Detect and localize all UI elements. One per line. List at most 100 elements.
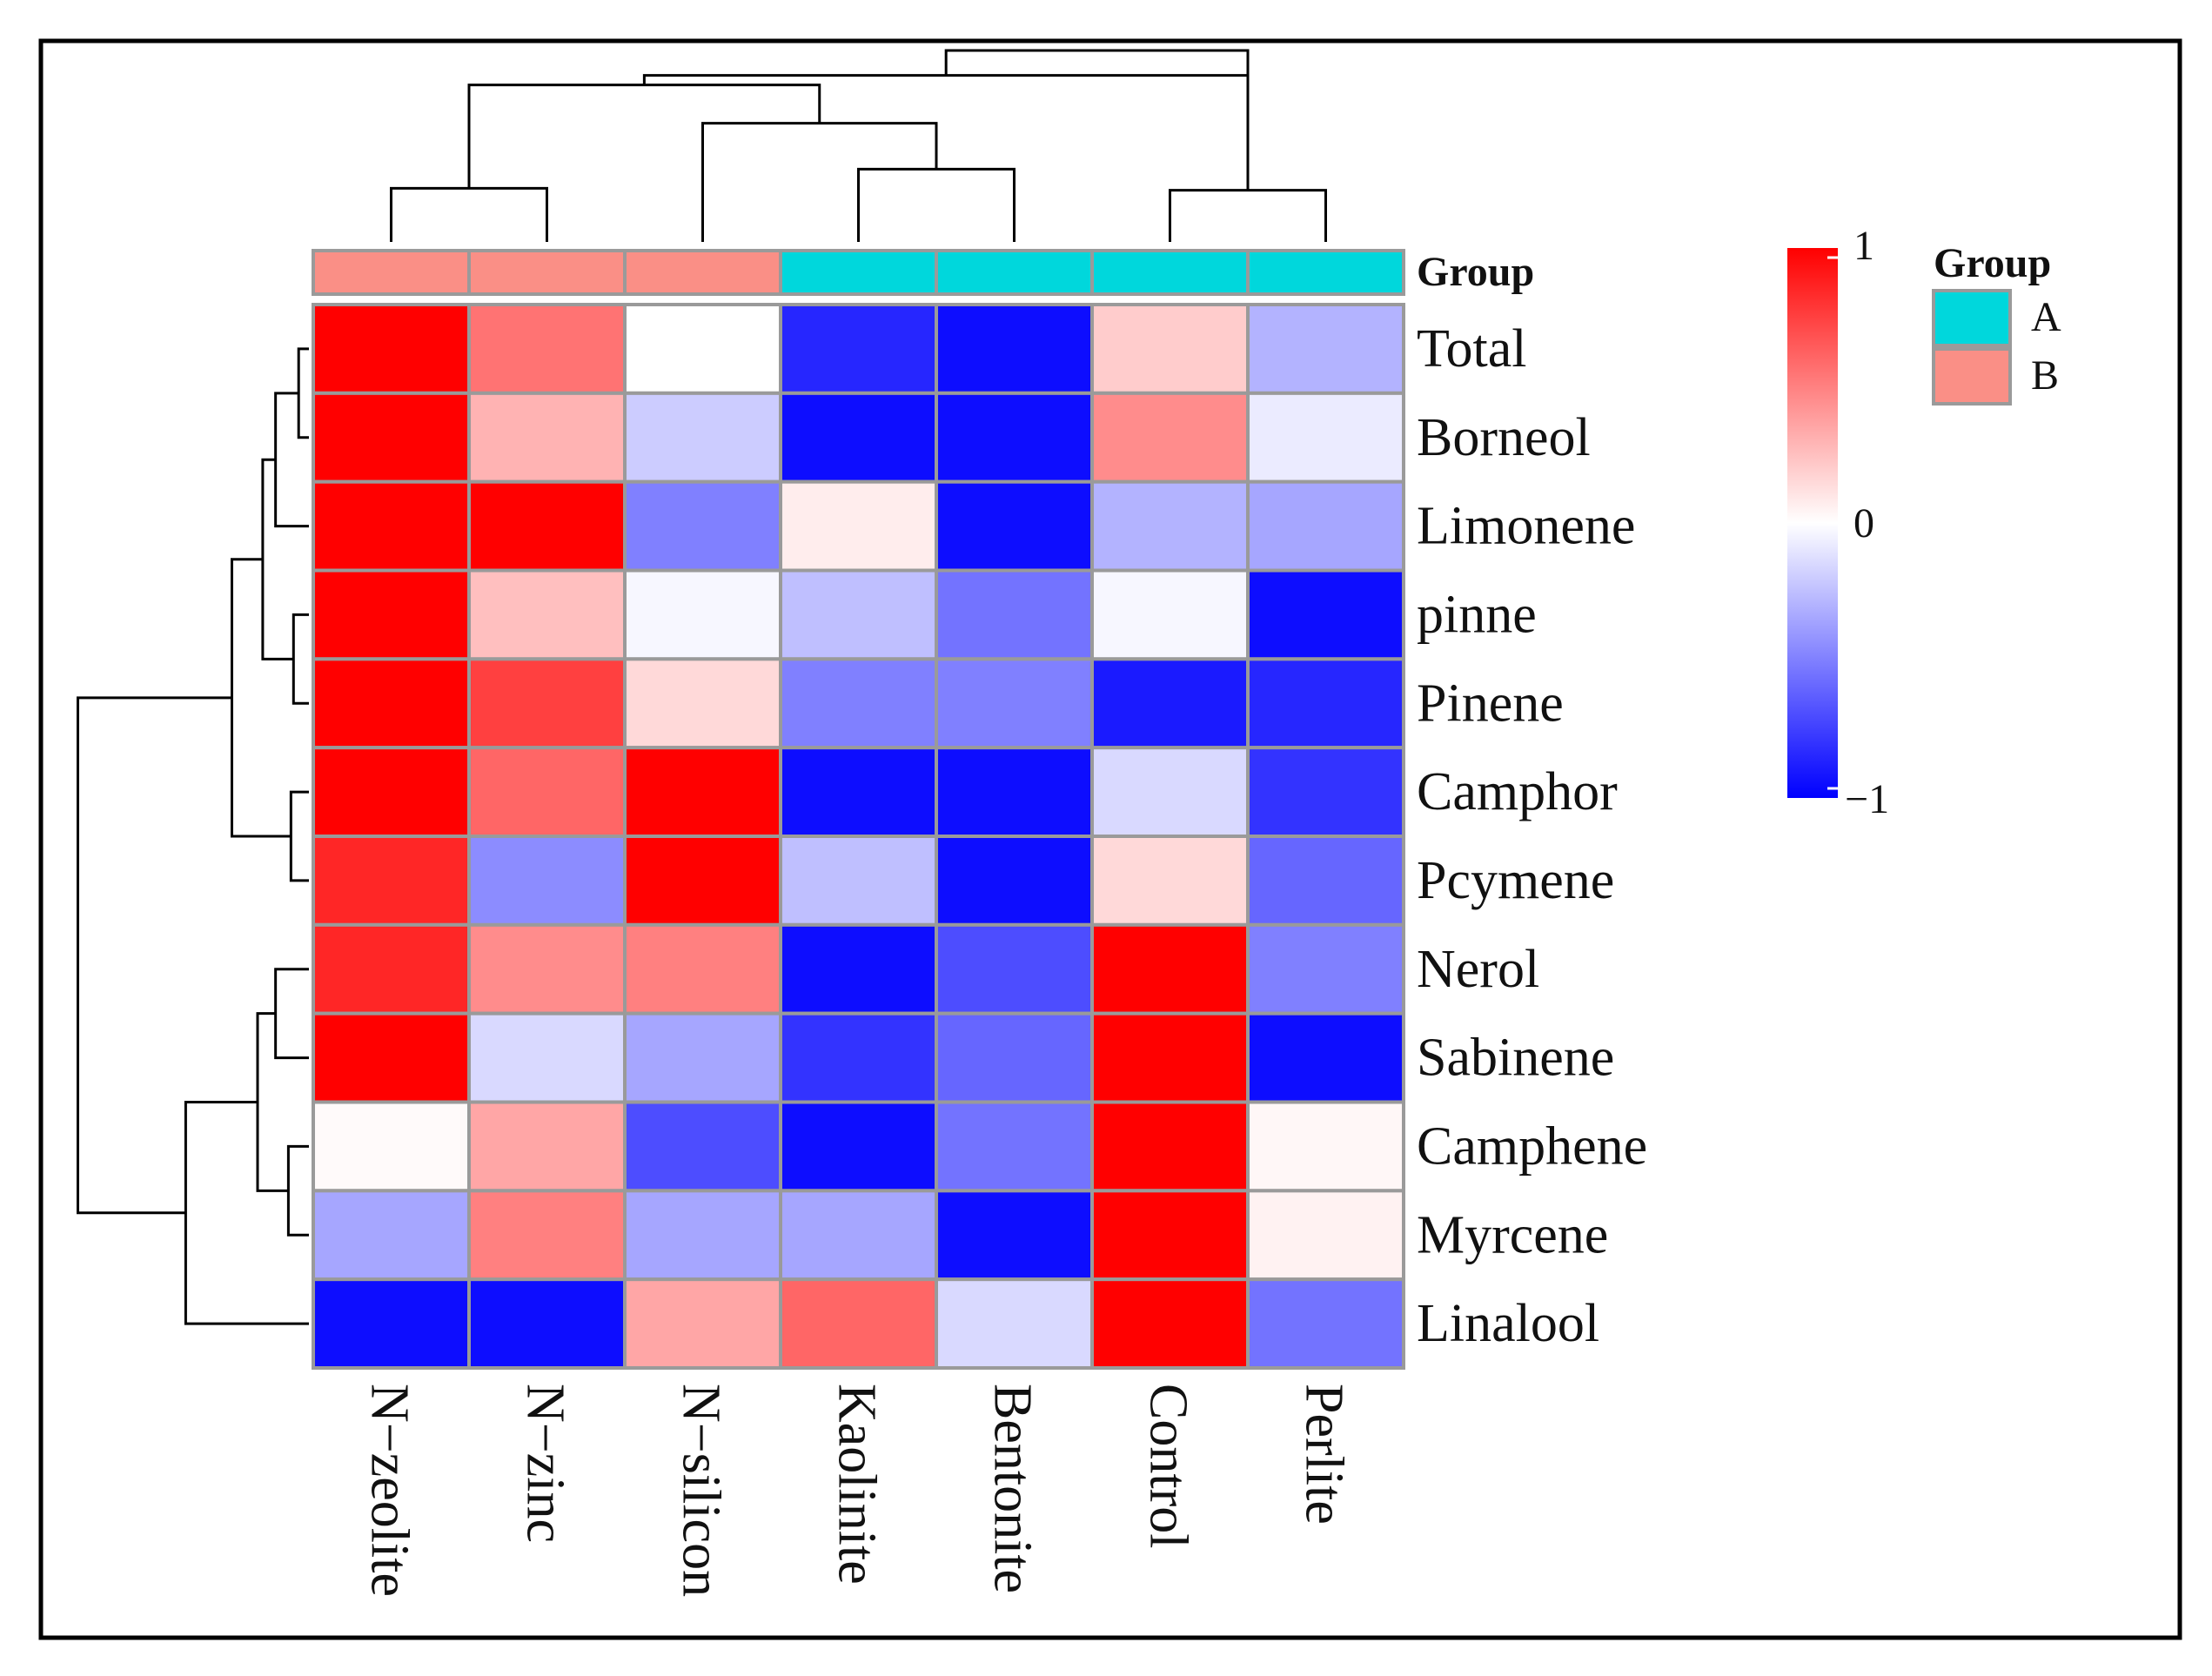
row-label: Limonene — [1417, 497, 1635, 556]
column-labels: N−zeolite N−zinc N−silicon Kaolinite Bentoni… — [360, 1384, 1354, 1597]
heatmap-cell — [312, 1100, 471, 1193]
heatmap-cell — [1090, 1189, 1250, 1282]
row-label: Pinene — [1417, 674, 1564, 733]
heatmap-cell — [1090, 1011, 1250, 1104]
heatmap-cell — [312, 1189, 471, 1282]
column-dendrogram — [390, 49, 1327, 242]
heatmap-cell — [467, 1011, 627, 1104]
column-label: N−zeolite — [360, 1384, 419, 1597]
heatmap-cell — [312, 1011, 471, 1104]
heatmap-cell — [1246, 746, 1405, 839]
group-legend: AB — [1932, 289, 2061, 406]
heatmap-cell — [935, 391, 1094, 484]
heatmap-cell — [935, 1277, 1094, 1370]
heatmap-cell — [467, 479, 627, 573]
heatmap-cell — [312, 391, 471, 484]
row-label: Total — [1417, 319, 1527, 379]
heatmap-cell — [1246, 1011, 1405, 1104]
row-label: Camphene — [1417, 1116, 1647, 1176]
row-labels: Total Borneol Limonene pinne Pinene Camphor Pc… — [1417, 319, 1647, 1353]
heatmap-cell — [623, 746, 782, 839]
heatmap-cell — [312, 657, 471, 750]
heatmap-cell — [1246, 657, 1405, 750]
heatmap-cell — [779, 479, 938, 573]
heatmap-cell — [779, 303, 938, 395]
heatmap-cell — [1090, 746, 1250, 839]
heatmap-cell — [935, 746, 1094, 839]
heatmap-cell — [623, 479, 782, 573]
heatmap-cell — [1090, 1277, 1250, 1370]
heatmap-cell — [935, 922, 1094, 1016]
heatmap-cell — [1246, 922, 1405, 1016]
group-bar-cell — [467, 249, 627, 296]
heatmap-cell — [779, 657, 938, 750]
heatmap-cell — [1090, 568, 1250, 661]
heatmap-cell — [779, 922, 938, 1016]
heatmap-cell — [467, 657, 627, 750]
row-label: Linalool — [1417, 1294, 1599, 1353]
heatmap-cell — [1090, 657, 1250, 750]
heatmap-cell — [312, 1277, 471, 1370]
group-legend-label: A — [2031, 294, 2061, 340]
heatmap-cell — [623, 391, 782, 484]
column-label: Perlite — [1295, 1384, 1354, 1525]
heatmap-cell — [467, 303, 627, 395]
heatmap-cell — [467, 922, 627, 1016]
heatmap-cell — [623, 657, 782, 750]
group-legend-title: Group — [1934, 240, 2051, 286]
heatmap-cell — [467, 1100, 627, 1193]
column-label: Control — [1139, 1384, 1198, 1548]
heatmap-cell — [935, 1011, 1094, 1104]
column-label: N−zinc — [516, 1384, 575, 1543]
heatmap-cell — [779, 391, 938, 484]
row-label: Sabinene — [1417, 1029, 1614, 1088]
group-annotation-bar — [312, 249, 1405, 296]
heatmap-cell — [623, 303, 782, 395]
heatmap-cell — [779, 835, 938, 927]
group-legend-swatch — [1932, 289, 2012, 347]
group-bar-cell — [312, 249, 471, 296]
heatmap-cells — [312, 303, 1405, 1370]
heatmap-cell — [467, 1189, 627, 1282]
group-bar-cell — [623, 249, 782, 296]
group-bar-cell — [779, 249, 938, 296]
heatmap-cell — [312, 922, 471, 1016]
heatmap-cell — [935, 657, 1094, 750]
heatmap-cell — [1090, 479, 1250, 573]
heatmap-cell — [1246, 479, 1405, 573]
group-bar-label: Group — [1417, 249, 1534, 295]
heatmap-cell — [1246, 568, 1405, 661]
heatmap-cell — [1246, 303, 1405, 395]
heatmap-cell — [935, 568, 1094, 661]
group-bar-cell — [1246, 249, 1405, 296]
heatmap-cell — [779, 1189, 938, 1282]
heatmap-cell — [312, 746, 471, 839]
row-label: Borneol — [1417, 408, 1591, 467]
heatmap-cell — [1090, 303, 1250, 395]
heatmap-cell — [623, 1277, 782, 1370]
heatmap-cell — [312, 303, 471, 395]
heatmap-cell — [1246, 1189, 1405, 1282]
heatmap-cell — [779, 1100, 938, 1193]
group-legend-label: B — [2031, 352, 2059, 399]
row-label: Nerol — [1417, 940, 1539, 999]
row-label: Camphor — [1417, 762, 1618, 821]
heatmap-cell — [623, 835, 782, 927]
heatmap-cell — [1246, 835, 1405, 927]
heatmap-cell — [1090, 922, 1250, 1016]
group-bar-cell — [935, 249, 1094, 296]
heatmap-cell — [779, 746, 938, 839]
dendrogram-link — [944, 49, 1250, 191]
row-label: pinne — [1417, 585, 1537, 644]
heatmap-cell — [779, 1011, 938, 1104]
color-scale-tick-label: −1 — [1845, 776, 1889, 822]
heatmap-cell — [1246, 1100, 1405, 1193]
heatmap-cell — [935, 479, 1094, 573]
row-label: Pcymene — [1417, 851, 1614, 910]
dendrogram-link — [77, 696, 232, 1215]
color-scale-ticks: 1 0 −1 — [1827, 223, 1889, 822]
heatmap-cell — [312, 479, 471, 573]
heatmap-cell — [467, 568, 627, 661]
heatmap-cell — [623, 1189, 782, 1282]
column-label: Kaolinite — [828, 1384, 887, 1585]
